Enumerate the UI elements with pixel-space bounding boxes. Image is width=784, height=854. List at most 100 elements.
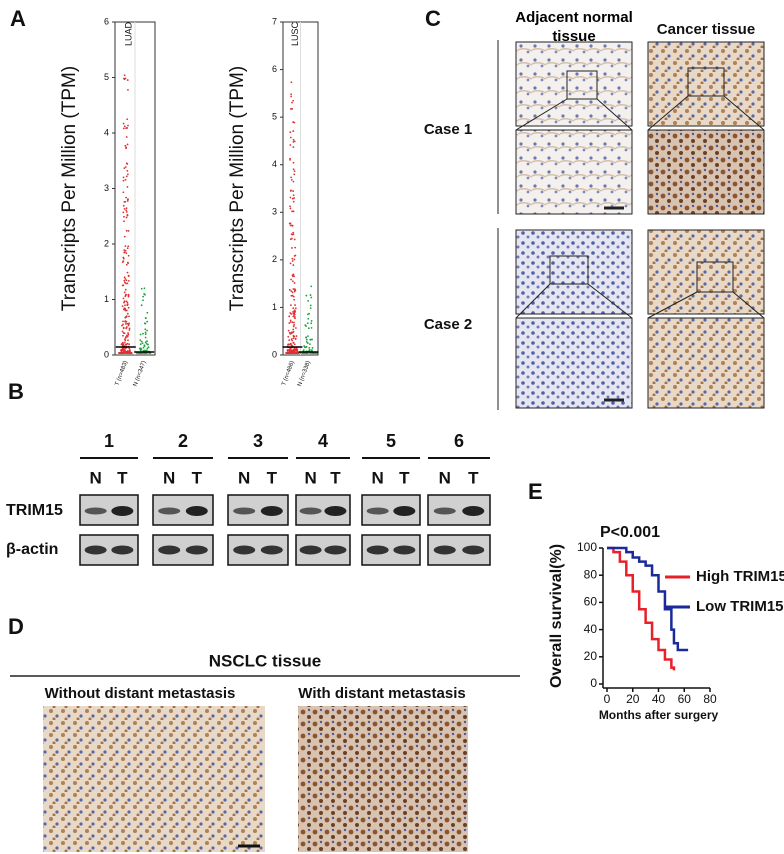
dot	[294, 338, 297, 340]
blot-frame	[227, 534, 289, 566]
dot	[143, 287, 146, 290]
dot	[144, 341, 147, 344]
dot	[142, 295, 145, 298]
dot	[126, 350, 129, 353]
band	[158, 545, 181, 555]
dot	[295, 327, 297, 329]
dot	[124, 178, 127, 181]
dot	[125, 162, 128, 165]
dot	[121, 261, 124, 264]
dot	[303, 345, 306, 347]
dot	[292, 307, 295, 310]
dot	[122, 351, 124, 354]
dot	[289, 196, 292, 199]
dot	[123, 220, 125, 223]
dot	[288, 349, 291, 352]
dot	[123, 215, 125, 218]
y-axis-label: Overall survival(%)	[548, 544, 565, 688]
dot	[147, 346, 150, 349]
legend-label: Low TRIM15	[696, 598, 784, 615]
dot	[125, 175, 128, 178]
dot	[309, 307, 312, 309]
x-tick-label: N (n=338)	[297, 360, 312, 387]
dot	[124, 277, 127, 280]
dot	[125, 263, 128, 266]
dot	[292, 295, 295, 298]
layout: A C B D E Adjacent normal tissue Cancer …	[8, 6, 765, 852]
dot	[291, 260, 294, 262]
dot	[309, 343, 311, 346]
dot	[123, 307, 126, 310]
dot	[309, 304, 312, 307]
dot	[291, 331, 294, 334]
dot	[310, 320, 313, 322]
dot	[144, 333, 147, 335]
dot	[308, 312, 311, 315]
dot	[310, 296, 313, 299]
y-tick-label: 6	[104, 16, 109, 26]
dot	[125, 327, 128, 330]
dot	[126, 334, 128, 337]
dot	[291, 321, 294, 324]
y-tick-label: 5	[104, 72, 109, 82]
dot	[146, 347, 149, 350]
dot	[125, 146, 128, 149]
dot	[305, 336, 308, 339]
dot	[122, 211, 125, 214]
lane-number: 2	[178, 431, 188, 451]
dot	[292, 264, 295, 266]
dot	[125, 216, 128, 219]
dot	[122, 122, 125, 125]
dot	[307, 300, 310, 302]
dot	[305, 338, 308, 341]
dot	[128, 327, 131, 330]
dot	[147, 343, 149, 346]
band	[366, 545, 389, 555]
dot	[292, 168, 295, 171]
micrograph	[298, 706, 468, 852]
dot	[142, 346, 145, 349]
dot	[144, 331, 147, 334]
dot	[123, 279, 126, 282]
dot	[127, 245, 130, 248]
dot	[123, 74, 126, 77]
dot	[305, 294, 308, 297]
dot	[127, 254, 130, 257]
dot	[142, 349, 145, 352]
dot	[289, 108, 292, 110]
dot	[139, 339, 142, 342]
x-tick-label: 80	[703, 692, 717, 706]
dot	[126, 261, 129, 264]
lane-label: T	[267, 468, 278, 487]
dot	[127, 275, 130, 277]
dot	[144, 322, 147, 325]
band	[185, 506, 208, 516]
band	[433, 507, 456, 515]
dot	[293, 238, 296, 241]
band	[299, 545, 322, 555]
dot	[126, 200, 129, 202]
y-tick-label: 1	[272, 302, 277, 312]
lane-label: T	[117, 468, 128, 487]
dot	[126, 303, 129, 306]
blot-frame	[152, 494, 214, 526]
band	[260, 545, 283, 555]
dot	[125, 323, 127, 325]
dot	[310, 322, 313, 325]
dot	[296, 352, 298, 354]
dot	[289, 348, 291, 351]
row-label: Case 2	[424, 316, 472, 333]
dot	[289, 238, 292, 241]
panel-label: D	[8, 614, 24, 639]
dot	[123, 251, 126, 254]
y-tick-label: 80	[584, 567, 598, 581]
dot	[124, 294, 127, 296]
band	[185, 545, 208, 555]
lane-number: 3	[253, 431, 263, 451]
x-axis-label: Months after surgery	[599, 708, 719, 722]
dot	[292, 288, 295, 290]
dot	[123, 235, 126, 238]
dot	[310, 285, 313, 288]
dot	[125, 252, 128, 255]
